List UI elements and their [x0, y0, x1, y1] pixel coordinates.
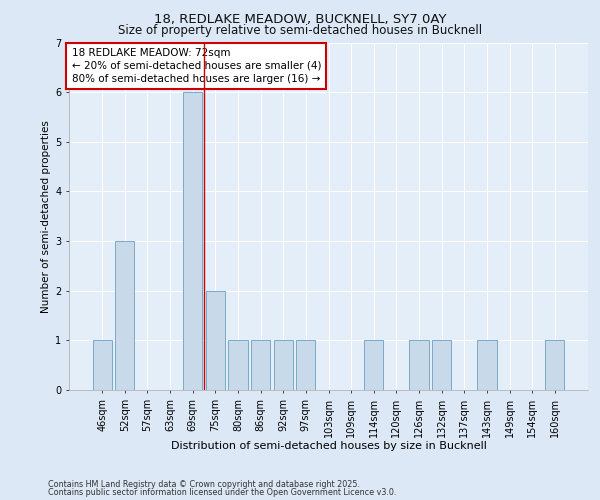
- Bar: [296, 340, 316, 390]
- Bar: [274, 340, 293, 390]
- Bar: [432, 340, 451, 390]
- Bar: [229, 340, 248, 390]
- Bar: [409, 340, 428, 390]
- Text: Contains HM Land Registry data © Crown copyright and database right 2025.: Contains HM Land Registry data © Crown c…: [48, 480, 360, 489]
- Bar: [92, 340, 112, 390]
- X-axis label: Distribution of semi-detached houses by size in Bucknell: Distribution of semi-detached houses by …: [170, 441, 487, 451]
- Bar: [545, 340, 565, 390]
- Bar: [183, 92, 202, 390]
- Y-axis label: Number of semi-detached properties: Number of semi-detached properties: [41, 120, 51, 312]
- Text: 18 REDLAKE MEADOW: 72sqm
← 20% of semi-detached houses are smaller (4)
80% of se: 18 REDLAKE MEADOW: 72sqm ← 20% of semi-d…: [71, 48, 321, 84]
- Bar: [364, 340, 383, 390]
- Bar: [251, 340, 270, 390]
- Bar: [115, 241, 134, 390]
- Bar: [206, 290, 225, 390]
- Text: Contains public sector information licensed under the Open Government Licence v3: Contains public sector information licen…: [48, 488, 397, 497]
- Text: 18, REDLAKE MEADOW, BUCKNELL, SY7 0AY: 18, REDLAKE MEADOW, BUCKNELL, SY7 0AY: [154, 12, 446, 26]
- Bar: [477, 340, 497, 390]
- Text: Size of property relative to semi-detached houses in Bucknell: Size of property relative to semi-detach…: [118, 24, 482, 37]
